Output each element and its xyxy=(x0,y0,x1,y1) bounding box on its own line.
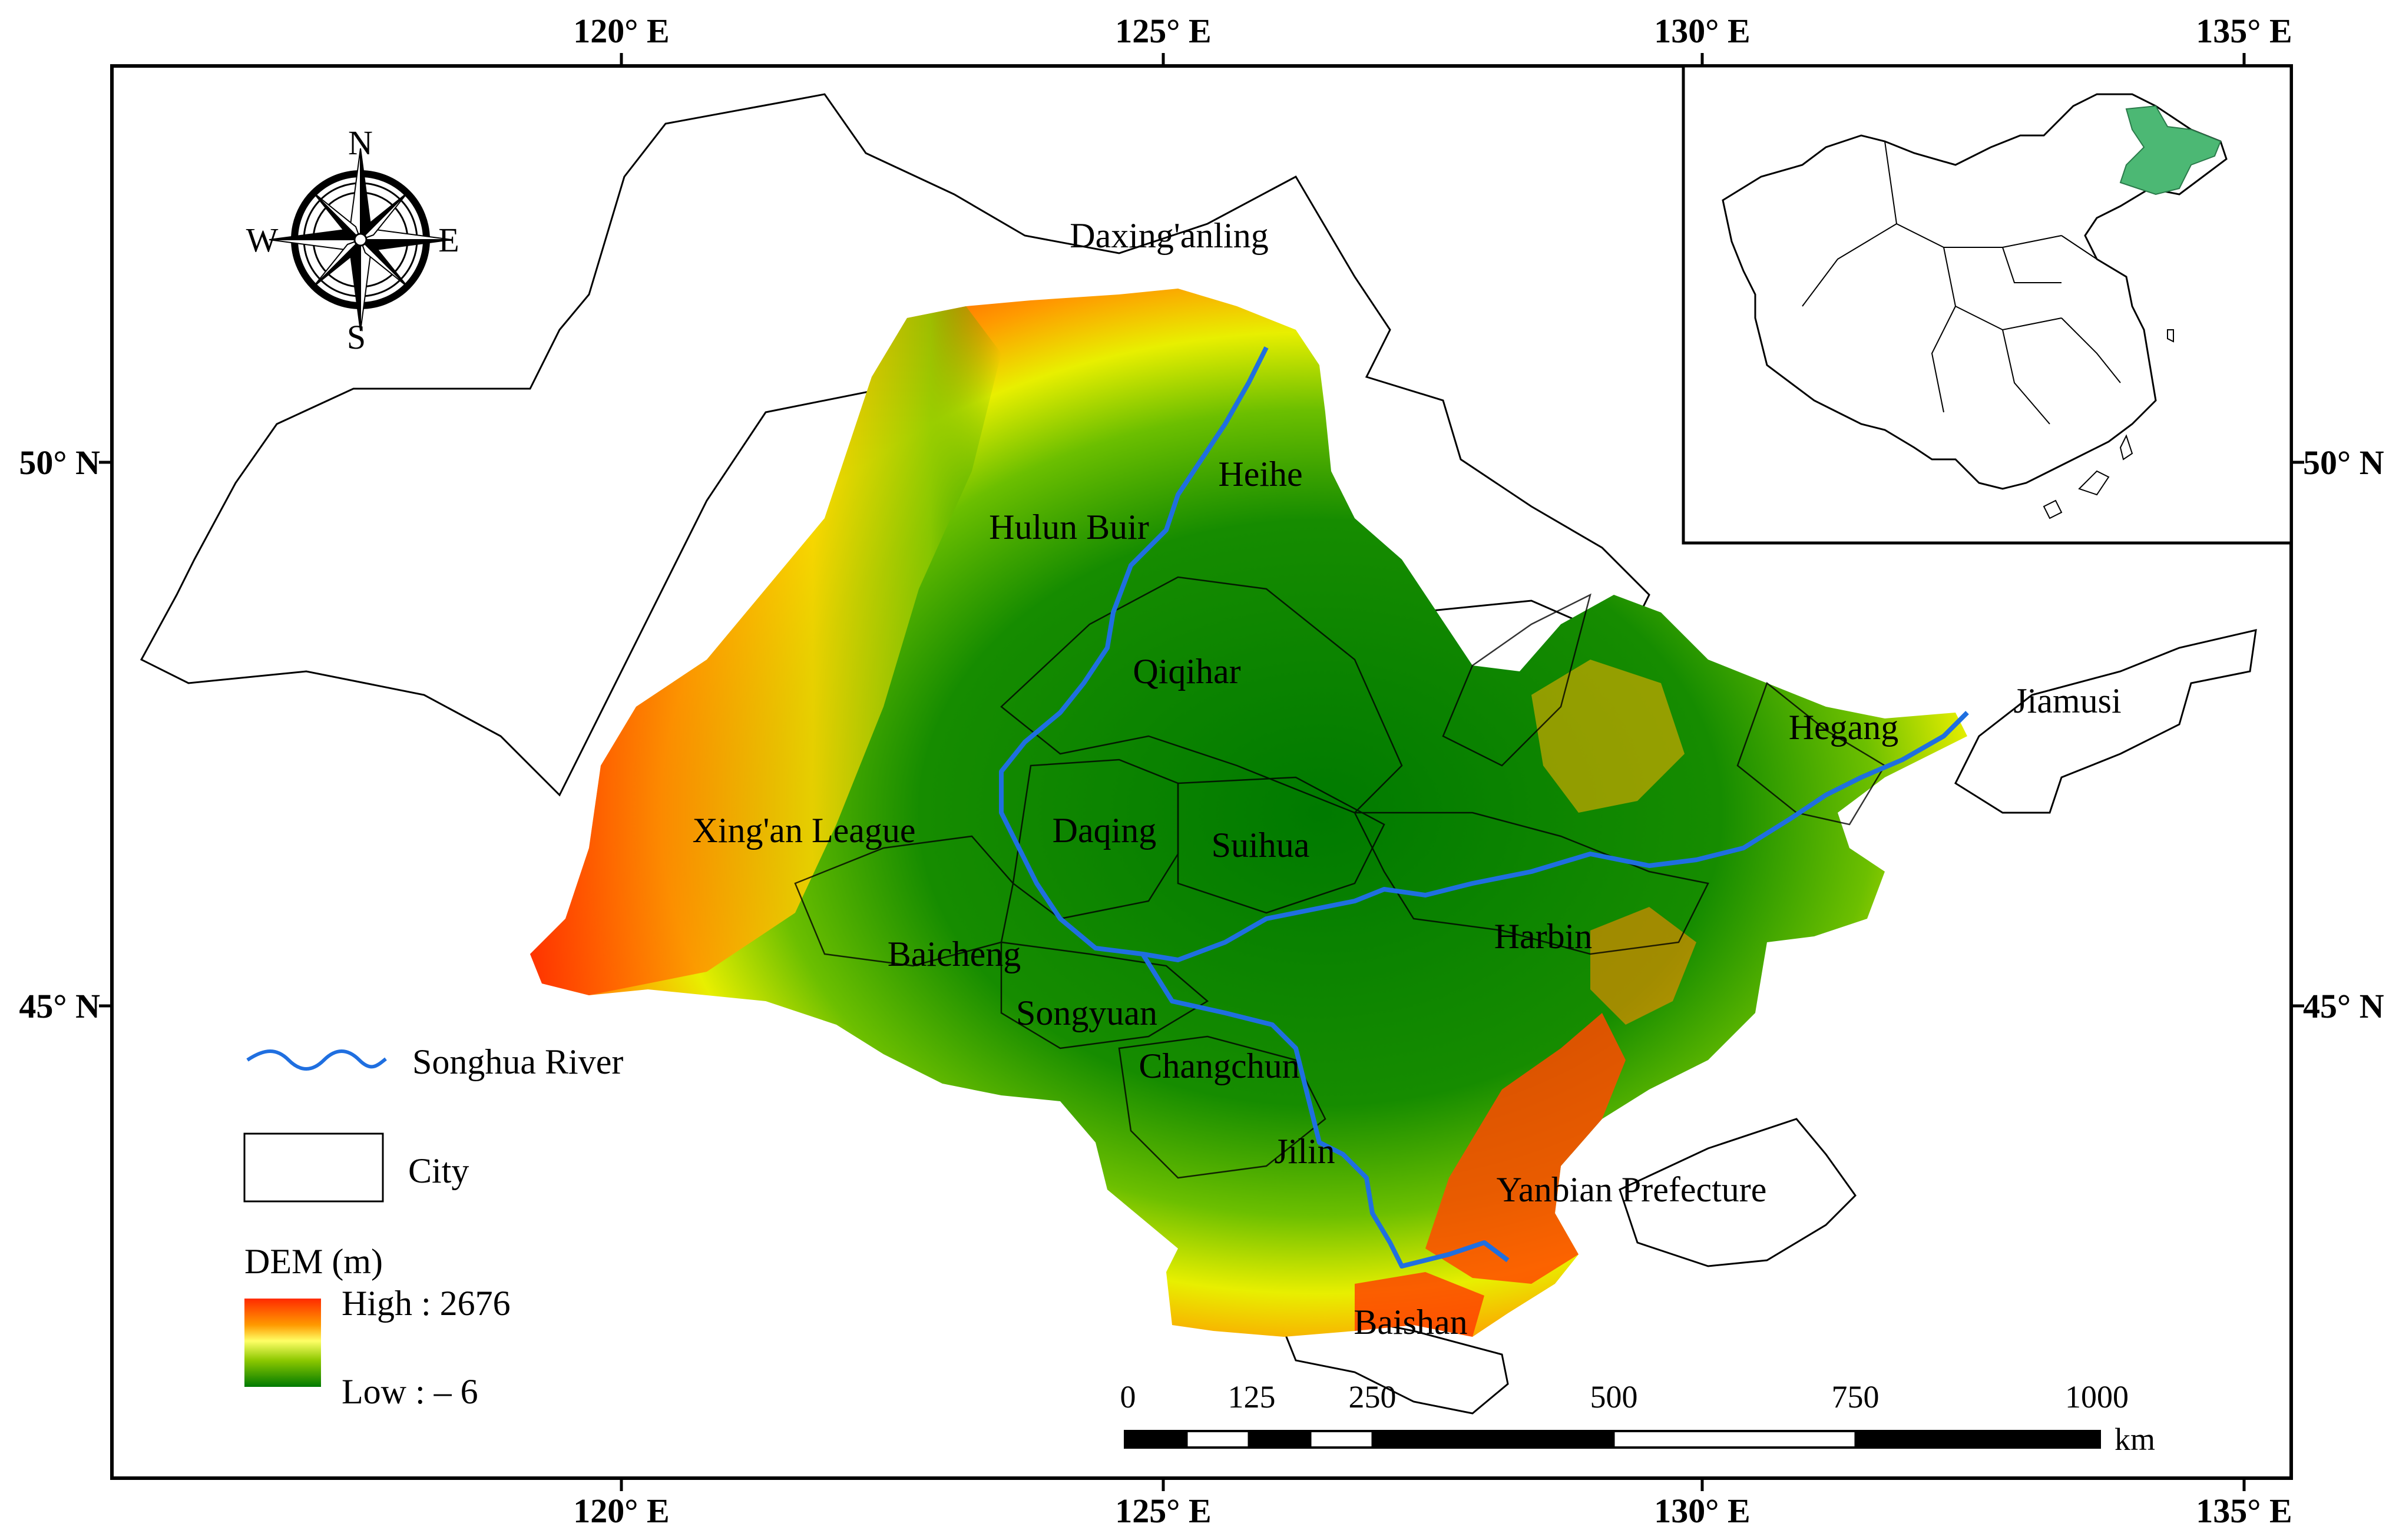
city-boundaries xyxy=(140,93,2257,1415)
inset-study-area xyxy=(2119,105,2222,196)
city-label-yanbian: Yanbian Prefecture xyxy=(1497,1170,1767,1209)
compass-rose-icon xyxy=(269,148,452,332)
lon-label-top-135: 135° E xyxy=(2196,12,2292,50)
inset-map xyxy=(1682,64,2293,545)
city-label-hulun-buir: Hulun Buir xyxy=(989,508,1149,547)
legend-river-swatch xyxy=(246,1049,387,1071)
internal-boundaries xyxy=(794,576,1886,1179)
compass-east-label: E xyxy=(438,221,459,259)
legend-city-label: City xyxy=(408,1151,469,1190)
compass-west-label: W xyxy=(246,221,279,259)
scale-tick-1000: 1000 xyxy=(2065,1379,2129,1415)
city-label-changchun: Changchun xyxy=(1139,1046,1299,1085)
legend-dem-high: High : 2676 xyxy=(342,1284,511,1323)
city-label-baicheng: Baicheng xyxy=(888,935,1021,973)
legend-city-swatch xyxy=(243,1132,384,1203)
scale-bar xyxy=(1124,1430,2101,1449)
lat-label-left-45: 45° N xyxy=(19,987,100,1025)
city-label-baishan: Baishan xyxy=(1354,1303,1467,1342)
songhua-river xyxy=(999,346,1969,962)
lat-label-left-50: 50° N xyxy=(19,443,100,482)
compass-north-label: N xyxy=(348,124,373,162)
city-label-jiamusi: Jiamusi xyxy=(2013,681,2121,720)
city-label-hegang: Hegang xyxy=(1789,708,1899,747)
city-label-daxinganling: Daxing'anling xyxy=(1070,216,1268,255)
scale-unit: km xyxy=(2115,1422,2155,1457)
city-label-jilin: Jilin xyxy=(1274,1132,1335,1171)
city-label-daqing: Daqing xyxy=(1053,811,1157,850)
lon-label-bottom-125: 125° E xyxy=(1115,1492,1211,1530)
legend-dem-title: DEM (m) xyxy=(244,1242,383,1281)
city-label-xingan-league: Xing'an League xyxy=(693,811,916,850)
songhua-river-south-branch xyxy=(1140,952,1510,1269)
legend-dem-colorbar xyxy=(244,1299,321,1387)
legend-river-label: Songhua River xyxy=(412,1042,623,1081)
lon-label-top-120: 120° E xyxy=(573,12,669,50)
lon-label-bottom-135: 135° E xyxy=(2196,1492,2292,1530)
city-label-songyuan: Songyuan xyxy=(1016,993,1157,1032)
lon-label-top-130: 130° E xyxy=(1654,12,1750,50)
scale-tick-0: 0 xyxy=(1120,1379,1136,1415)
inset-china-outline xyxy=(1722,93,2228,490)
city-label-suihua: Suihua xyxy=(1212,826,1310,865)
city-label-harbin: Harbin xyxy=(1494,917,1593,956)
lat-label-right-50: 50° N xyxy=(2303,443,2384,482)
inset-islands xyxy=(2043,329,2174,519)
frame-ticks xyxy=(99,53,2304,1491)
legend: Songhua River City DEM (m) High : 2676 L… xyxy=(243,1042,623,1411)
lat-label-right-45: 45° N xyxy=(2303,987,2384,1025)
scale-tick-125: 125 xyxy=(1228,1379,1276,1415)
scale-tick-250: 250 xyxy=(1349,1379,1397,1415)
scale-tick-750: 750 xyxy=(1832,1379,1880,1415)
lon-label-bottom-120: 120° E xyxy=(573,1492,669,1530)
city-label-qiqihar: Qiqihar xyxy=(1133,652,1240,691)
lon-label-bottom-130: 130° E xyxy=(1654,1492,1750,1530)
scale-tick-500: 500 xyxy=(1590,1379,1638,1415)
compass-south-label: S xyxy=(347,318,366,356)
dem-raster xyxy=(530,289,1967,1337)
city-label-heihe: Heihe xyxy=(1218,455,1302,494)
lon-label-top-125: 125° E xyxy=(1115,12,1211,50)
inset-province-lines xyxy=(1802,141,2121,425)
legend-dem-low: Low : – 6 xyxy=(342,1372,478,1411)
